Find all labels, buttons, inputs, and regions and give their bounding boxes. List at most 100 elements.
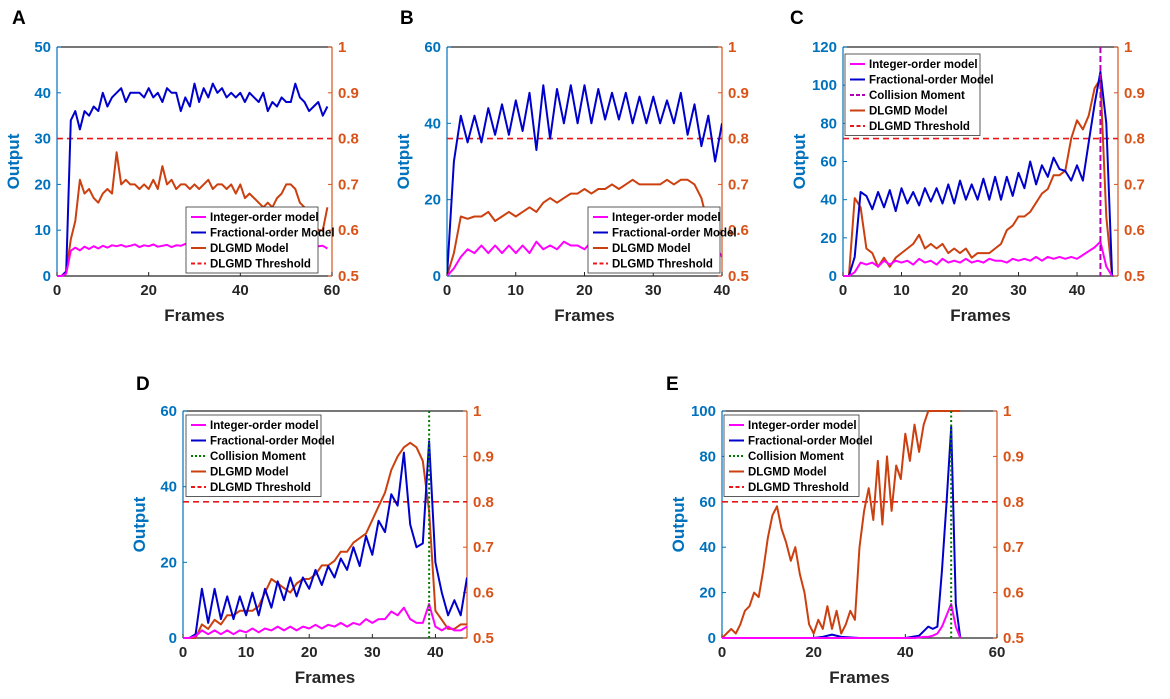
legend: Integer-order model Fractional-order Mode… <box>185 414 335 497</box>
x-axis-title: Frames <box>554 306 614 325</box>
x-tick-label: 10 <box>507 282 524 299</box>
legend-label: Integer-order model <box>748 420 857 432</box>
legend-label: DLGMD Model <box>748 467 827 479</box>
y2-tick-label: 1 <box>473 403 481 420</box>
x-axis-title: Frames <box>829 668 889 687</box>
y2-tick-label: 0.9 <box>1124 85 1145 102</box>
x-tick-label: 10 <box>893 282 910 299</box>
legend-label: DLGMD Model <box>210 243 289 255</box>
x-tick-label: 0 <box>53 282 61 299</box>
x-tick-label: 0 <box>718 644 726 661</box>
y-tick-label: 80 <box>820 115 837 132</box>
series-fractional-line <box>57 82 329 277</box>
y2-tick-label: 0.8 <box>473 494 494 511</box>
y-axis-title: Output <box>790 133 809 189</box>
y-axis-title: Output <box>669 496 688 552</box>
y2-tick-label: 0.8 <box>1003 494 1024 511</box>
legend-label: Integer-order model <box>869 59 978 71</box>
legend-label: Fractional-order Model <box>612 228 737 240</box>
panel-label: C <box>790 8 804 29</box>
x-tick-label: 10 <box>238 644 255 661</box>
legend-label: DLGMD Threshold <box>210 482 311 494</box>
legend-label: Collision Moment <box>869 90 965 102</box>
y-tick-label: 0 <box>433 268 441 285</box>
y2-tick-label: 0.6 <box>1124 222 1145 239</box>
y-tick-label: 100 <box>691 403 716 420</box>
panel-label: B <box>400 8 414 29</box>
legend: Integer-order model Fractional-order Mode… <box>844 53 994 136</box>
y2-tick-label: 0.7 <box>1124 176 1145 193</box>
plot-area <box>843 47 1118 277</box>
y-tick-label: 60 <box>424 39 441 56</box>
series-integer-line <box>843 240 1113 277</box>
y2-tick-label: 0.7 <box>728 176 749 193</box>
y2-tick-label: 0.5 <box>1124 268 1145 285</box>
x-tick-label: 60 <box>324 282 341 299</box>
series-fractional-line <box>183 440 467 639</box>
y-tick-label: 20 <box>160 554 177 571</box>
y-tick-label: 40 <box>820 192 837 209</box>
panel-label: D <box>136 374 150 395</box>
panel-D: D 0 10 20 30 40 0 20 40 60 0.5 0.6 0.7 0.8 0.9 1 Frames O… <box>130 374 494 687</box>
x-tick-label: 40 <box>897 644 914 661</box>
series-dlgmd-line <box>447 178 710 277</box>
y-tick-label: 80 <box>699 448 716 465</box>
panel-label: A <box>12 8 26 29</box>
plot-area <box>722 410 997 639</box>
y2-tick-label: 0.9 <box>473 448 494 465</box>
y-tick-label: 60 <box>160 403 177 420</box>
x-tick-label: 20 <box>576 282 593 299</box>
legend-label: DLGMD Threshold <box>748 482 849 494</box>
legend-label: Integer-order model <box>210 420 319 432</box>
x-tick-label: 40 <box>427 644 444 661</box>
x-axis-title: Frames <box>295 668 355 687</box>
x-tick-label: 60 <box>989 644 1006 661</box>
y-tick-label: 40 <box>424 115 441 132</box>
y-tick-label: 10 <box>34 222 51 239</box>
series-dlgmd-line <box>183 441 467 639</box>
legend-label: Fractional-order Model <box>210 436 335 448</box>
plot-area <box>183 411 467 639</box>
series-dlgmd-line <box>722 410 961 639</box>
y-tick-label: 20 <box>820 230 837 247</box>
panel-label: E <box>666 374 679 395</box>
legend-box <box>723 414 860 497</box>
x-tick-label: 30 <box>645 282 662 299</box>
series-integer-line <box>722 603 962 639</box>
x-tick-label: 0 <box>179 644 187 661</box>
y-tick-label: 40 <box>34 85 51 102</box>
legend-label: DLGMD Threshold <box>210 259 311 271</box>
series-fractional-line <box>843 70 1114 277</box>
y2-tick-label: 0.5 <box>728 268 749 285</box>
x-tick-label: 20 <box>805 644 822 661</box>
x-tick-label: 20 <box>140 282 157 299</box>
y-tick-label: 20 <box>424 192 441 209</box>
legend-label: DLGMD Model <box>612 243 691 255</box>
legend-label: Fractional-order Model <box>748 436 873 448</box>
legend-box <box>185 414 322 497</box>
legend-label: Collision Moment <box>748 451 844 463</box>
x-tick-label: 30 <box>1010 282 1027 299</box>
legend-label: Integer-order model <box>210 212 319 224</box>
y-tick-label: 120 <box>812 39 837 56</box>
legend-label: DLGMD Threshold <box>869 121 970 133</box>
y-axis-title: Output <box>394 133 413 189</box>
panel-B: B 0 10 20 30 40 0 20 40 60 0.5 0.6 0.7 0.8 0.9 1 Frames O… <box>394 8 749 325</box>
y-tick-label: 30 <box>34 131 51 148</box>
series-dlgmd-line <box>57 151 329 277</box>
y2-tick-label: 0.8 <box>1124 131 1145 148</box>
x-tick-label: 40 <box>1069 282 1086 299</box>
series-fractional-line <box>447 84 722 277</box>
legend-label: DLGMD Threshold <box>612 259 713 271</box>
y2-tick-label: 0.5 <box>338 268 359 285</box>
legend: Integer-order model Fractional-order Mode… <box>185 206 335 274</box>
legend-label: Integer-order model <box>612 212 721 224</box>
y2-tick-label: 0.5 <box>1003 630 1024 647</box>
y2-tick-label: 0.9 <box>338 85 359 102</box>
y-tick-label: 0 <box>43 268 51 285</box>
y-tick-label: 60 <box>699 494 716 511</box>
panel-A: A 0 20 40 60 0 10 20 30 40 50 0.5 0.6 0.7 0.8 0.9 1 Frame… <box>4 8 359 325</box>
y2-tick-label: 1 <box>338 39 346 56</box>
